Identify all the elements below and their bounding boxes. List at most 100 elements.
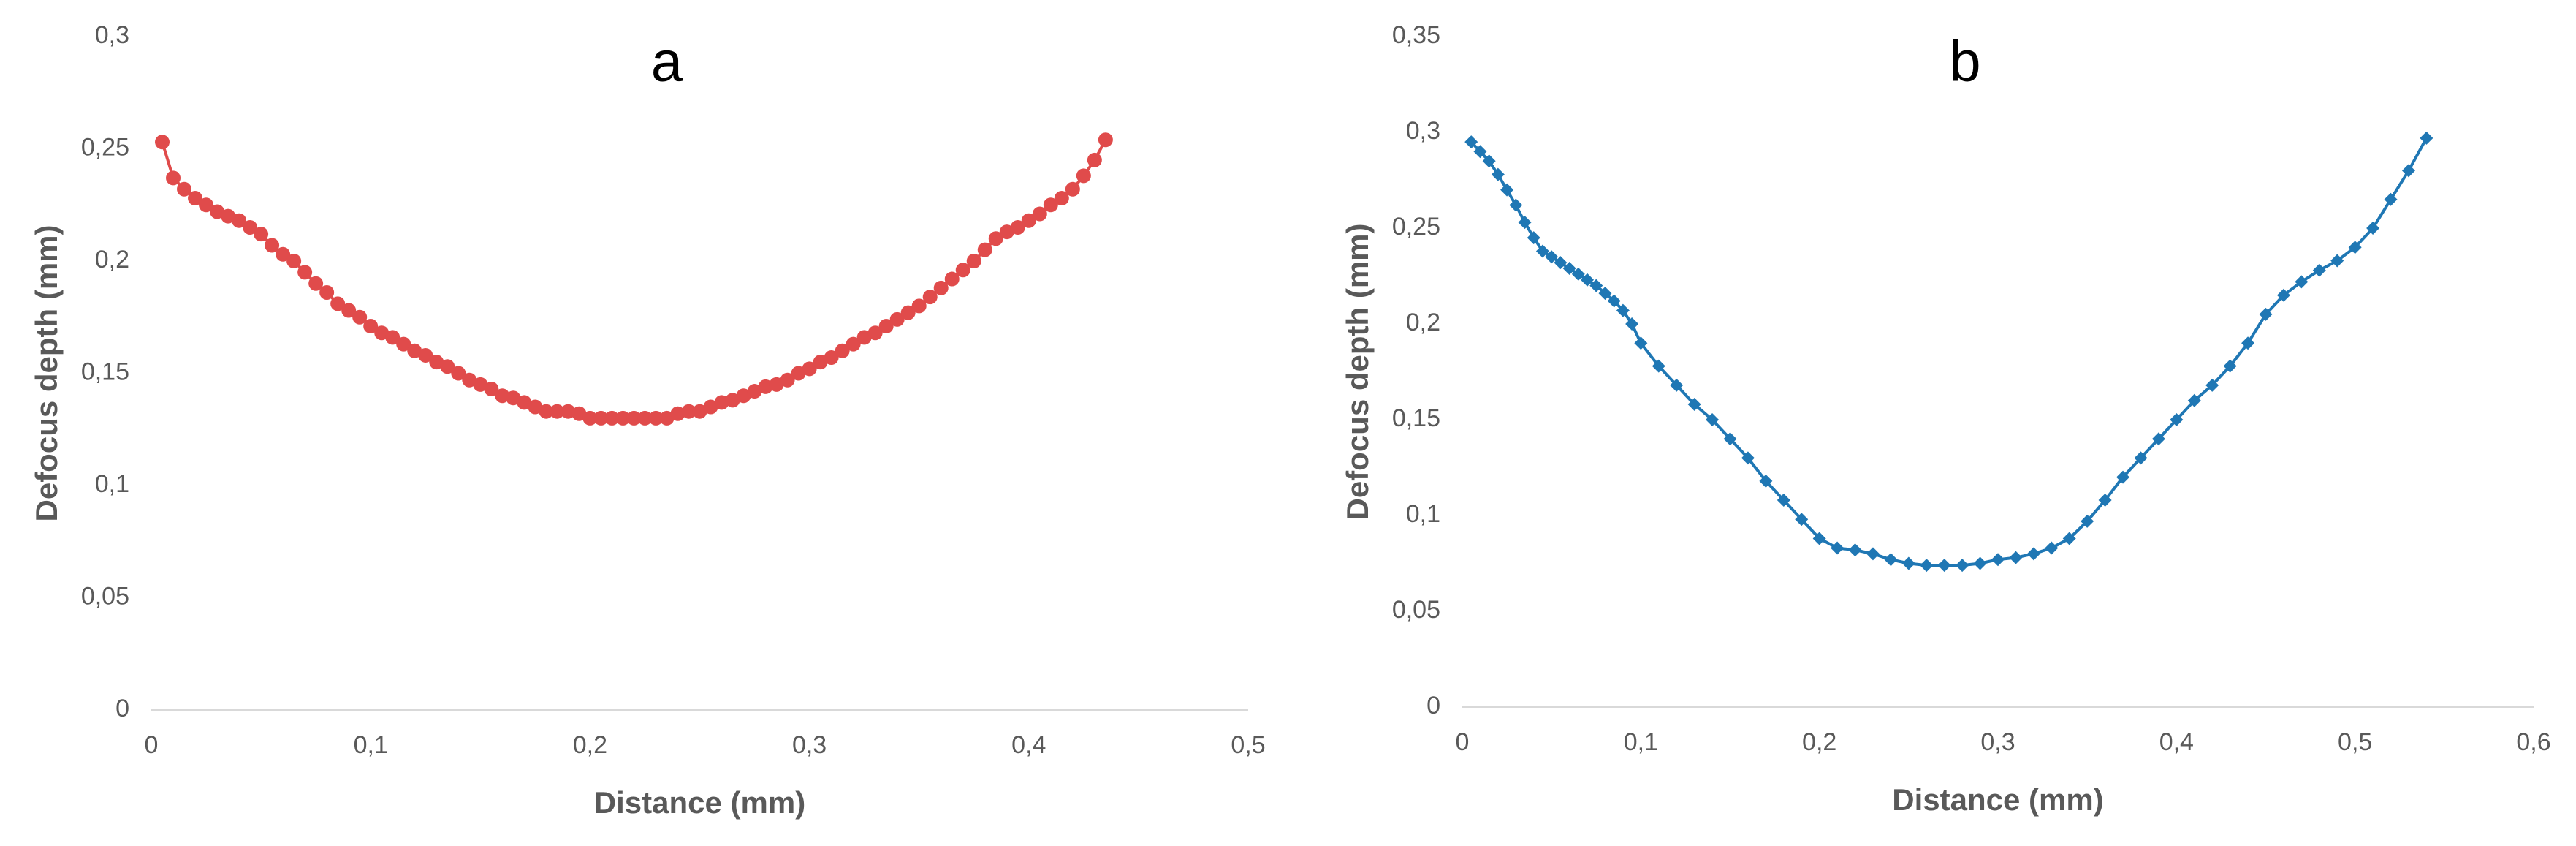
data-point	[2045, 541, 2059, 555]
data-point	[1652, 359, 1665, 373]
y-tick-label: 0,25	[1392, 213, 1440, 241]
x-tick-label: 0,4	[2159, 728, 2194, 756]
data-point	[561, 404, 576, 419]
data-point	[2026, 547, 2040, 561]
data-point	[999, 224, 1014, 240]
data-point	[484, 381, 499, 396]
data-point	[878, 319, 894, 334]
data-point	[2401, 164, 2415, 178]
data-point	[2116, 470, 2130, 484]
data-point	[2081, 514, 2094, 528]
data-point	[1545, 250, 1559, 264]
data-point	[2098, 494, 2112, 507]
data-point	[2187, 393, 2201, 407]
y-tick-label: 0,15	[1392, 404, 1440, 432]
chart-panel: 0 0,05 0,1 0,15 0,2 0,25 0,3 0,35 0 0,1 0,2 0,3 0,4 0…	[1340, 21, 2551, 817]
data-point	[1554, 256, 1568, 270]
data-point	[900, 305, 916, 320]
data-point	[1812, 532, 1826, 545]
data-point	[1848, 543, 1862, 557]
data-point	[703, 399, 718, 415]
data-point	[1598, 287, 1612, 301]
data-point	[736, 388, 751, 404]
data-point	[1087, 152, 1102, 167]
data-point	[1920, 559, 1934, 573]
data-point	[911, 298, 927, 314]
y-tick-label: 0,05	[1392, 596, 1440, 624]
data-point	[451, 366, 466, 381]
data-point	[780, 372, 795, 388]
data-point	[922, 290, 938, 305]
data-point	[2009, 551, 2023, 564]
data-point	[254, 227, 269, 242]
data-point	[604, 410, 620, 426]
data-point	[2134, 451, 2148, 465]
data-point	[1607, 294, 1621, 308]
data-point	[2312, 263, 2326, 277]
data-point	[659, 410, 675, 426]
data-point	[330, 296, 346, 311]
data-point	[363, 319, 379, 334]
data-point	[758, 379, 773, 394]
data-point	[1759, 474, 1773, 488]
data-point	[846, 336, 861, 352]
data-point	[1937, 559, 1951, 573]
data-point	[374, 325, 390, 341]
data-point	[966, 254, 981, 268]
chart-panel: 0 0,05 0,1 0,15 0,2 0,25 0,3 0 0,1 0,2 0,3 0,4 0,5 a D…	[29, 21, 1266, 820]
x-tick-label: 0,5	[2338, 728, 2372, 756]
x-tick-label: 0	[145, 731, 159, 759]
y-tick-label: 0,3	[95, 21, 129, 49]
data-point	[955, 263, 970, 278]
data-point	[1795, 513, 1809, 526]
data-point	[286, 254, 302, 268]
data-point	[1777, 494, 1790, 507]
data-point	[440, 359, 455, 374]
data-point	[1509, 198, 1523, 212]
data-point	[1741, 451, 1755, 465]
data-point	[1076, 168, 1091, 184]
data-point	[2205, 378, 2219, 392]
data-point	[418, 347, 433, 363]
data-point	[265, 238, 280, 253]
data-point	[396, 336, 411, 352]
y-tick-label: 0,3	[1406, 117, 1440, 145]
data-point	[1634, 336, 1648, 350]
y-axis-title: Defocus depth (mm)	[29, 224, 64, 521]
y-tick-label: 0,35	[1392, 21, 1440, 49]
data-point	[155, 135, 170, 150]
data-point	[2151, 432, 2165, 446]
data-point	[473, 377, 488, 392]
data-point	[495, 388, 510, 404]
data-point	[1831, 541, 1844, 555]
data-point	[1562, 262, 1576, 276]
data-point	[824, 350, 839, 366]
data-point	[1670, 378, 1684, 392]
data-point	[1723, 432, 1737, 446]
data-point	[670, 406, 685, 421]
data-point	[1065, 181, 1080, 197]
data-point	[550, 404, 565, 419]
data-point	[297, 265, 313, 280]
data-point	[1956, 559, 1969, 573]
y-tick-label: 0,1	[95, 470, 129, 498]
data-point	[1991, 553, 2005, 567]
y-tick-label: 0	[1426, 692, 1440, 720]
data-point	[2062, 532, 2076, 545]
data-point	[1098, 132, 1113, 148]
data-point	[341, 303, 357, 318]
data-point	[769, 377, 784, 392]
data-point	[517, 395, 532, 410]
x-tick-label: 0,2	[1802, 728, 1836, 756]
data-point	[802, 361, 817, 377]
data-point	[232, 213, 247, 228]
data-point	[1032, 206, 1047, 222]
data-point	[407, 343, 422, 358]
data-point	[1589, 279, 1603, 292]
x-tick-label: 0,1	[354, 731, 388, 759]
data-point	[177, 181, 192, 197]
data-point	[1866, 547, 1880, 561]
data-point	[1518, 216, 1532, 230]
x-tick-label: 0	[1456, 728, 1470, 756]
